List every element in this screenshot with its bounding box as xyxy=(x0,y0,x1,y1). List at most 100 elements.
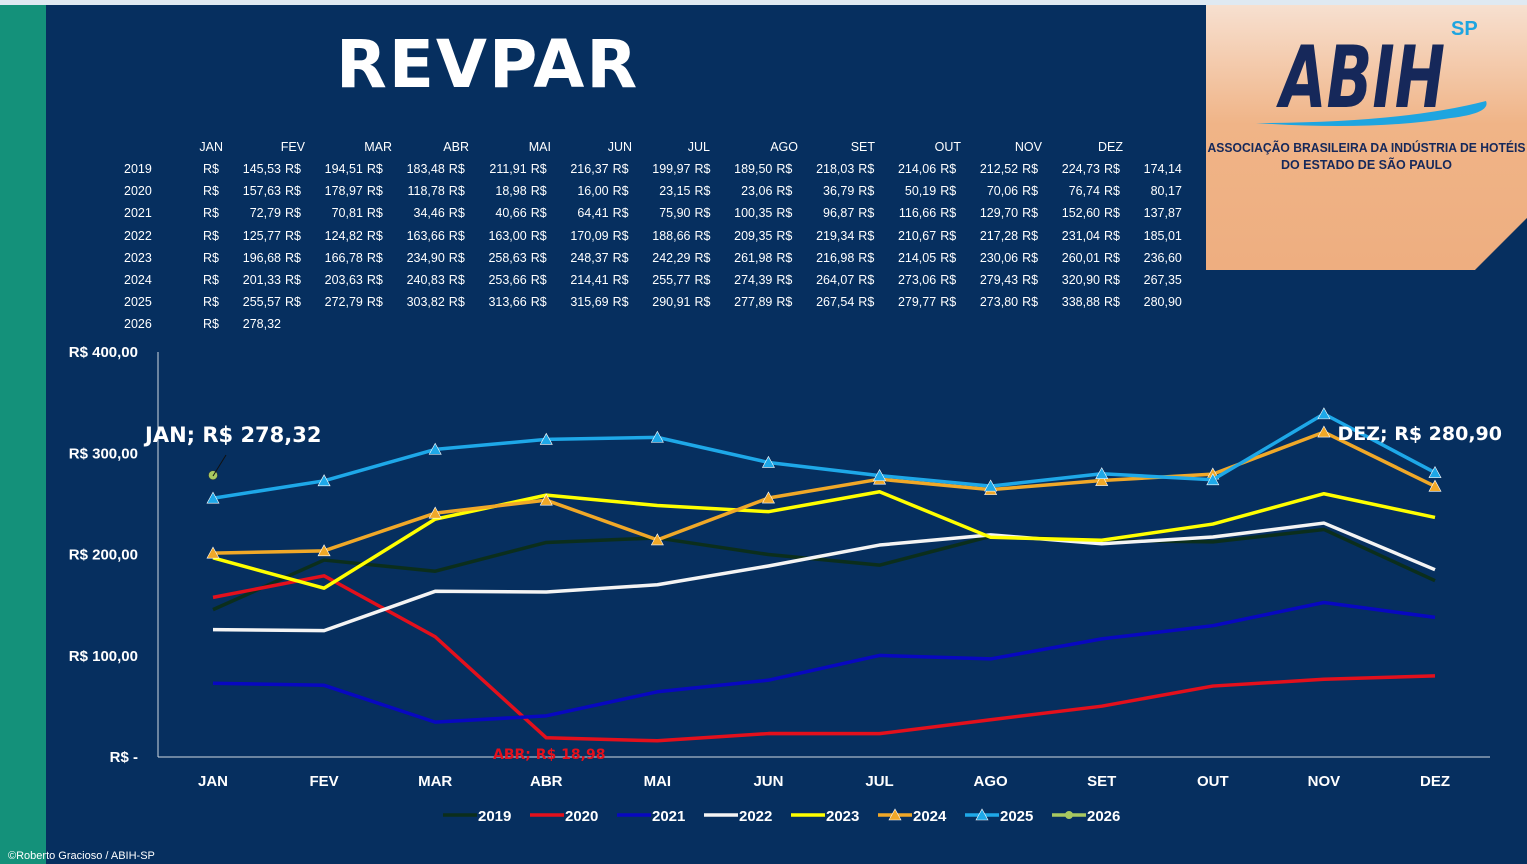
table-cell: 272,79 xyxy=(324,295,363,310)
table-cell: 70,81 xyxy=(331,206,363,221)
table-cell: 315,69 xyxy=(570,295,609,310)
currency-label: R$ xyxy=(858,162,875,176)
table-cell: 261,98 xyxy=(734,250,773,265)
currency-label: R$ xyxy=(776,273,793,287)
table-cell: 118,78 xyxy=(407,184,445,199)
table-cell: 194,51 xyxy=(324,162,363,176)
table-cell: 255,57 xyxy=(242,295,281,310)
currency-label: R$ xyxy=(1022,250,1039,265)
table-cell: 174,14 xyxy=(1143,162,1182,176)
currency-label: R$ xyxy=(940,162,957,176)
currency-label: R$ xyxy=(694,250,711,265)
table-header-cell: MAI xyxy=(528,140,551,154)
legend-label-2026: 2026 xyxy=(1087,808,1120,825)
table-cell: 145,53 xyxy=(242,162,281,176)
currency-label: R$ xyxy=(776,295,793,310)
currency-label: R$ xyxy=(203,162,219,176)
currency-label: R$ xyxy=(1022,273,1039,287)
currency-label: R$ xyxy=(203,317,219,332)
currency-label: R$ xyxy=(940,250,957,265)
table-cell: 338,88 xyxy=(1061,295,1100,310)
data-point-2024 xyxy=(761,491,775,504)
series-line-2021 xyxy=(212,600,1436,724)
data-point-2024 xyxy=(650,533,664,546)
table-cell: 230,06 xyxy=(979,250,1019,265)
table-cell: 279,77 xyxy=(897,295,937,310)
table-cell: 76,74 xyxy=(1068,184,1100,199)
currency-label: R$ xyxy=(448,250,465,265)
table-cell: 36,79 xyxy=(823,184,855,199)
currency-label: R$ xyxy=(203,206,219,221)
y-tick-label: R$ 200,00 xyxy=(69,547,138,564)
data-point-2025 xyxy=(761,455,775,468)
data-point-2025 xyxy=(317,474,331,487)
data-point-2024 xyxy=(428,506,442,519)
currency-label: R$ xyxy=(694,206,711,221)
x-tick-label: JAN xyxy=(198,773,228,790)
y-tick-label: R$ 100,00 xyxy=(69,648,138,665)
table-cell: 242,29 xyxy=(652,250,691,265)
currency-label: R$ xyxy=(530,162,547,176)
legend-label-2023: 2023 xyxy=(826,808,859,825)
table-cell: 214,06 xyxy=(897,162,937,176)
table-cell: 236,60 xyxy=(1143,250,1182,265)
table-cell: 124,82 xyxy=(324,228,363,243)
currency-label: R$ xyxy=(285,162,301,176)
table-header-cell: DEZ xyxy=(1098,140,1123,154)
table-cell: 72,79 xyxy=(249,206,281,221)
table-cell: 170,09 xyxy=(570,228,609,243)
x-tick-label: ABR xyxy=(530,773,563,790)
table-cell: 116,66 xyxy=(898,206,937,221)
currency-label: R$ xyxy=(694,273,711,287)
table-cell: 217,28 xyxy=(979,228,1019,243)
table-cell: 278,32 xyxy=(242,317,281,332)
table-cell: 183,48 xyxy=(406,162,445,176)
table-cell: 64,41 xyxy=(577,206,609,221)
x-tick-label: NOV xyxy=(1308,773,1341,790)
credit-text: ©Roberto Gracioso / ABIH-SP xyxy=(8,850,155,862)
currency-label: R$ xyxy=(858,295,875,310)
table-cell: 253,66 xyxy=(488,273,527,287)
annotation-leader xyxy=(212,454,227,477)
series-line-2023 xyxy=(212,489,1436,590)
table-cell: 210,67 xyxy=(897,228,937,243)
currency-label: R$ xyxy=(203,250,219,265)
table-cell: 137,87 xyxy=(1143,206,1182,221)
currency-label: R$ xyxy=(694,228,711,243)
table-cell: 258,63 xyxy=(488,250,527,265)
row-year: 2024 xyxy=(124,273,152,287)
table-cell: 163,00 xyxy=(488,228,527,243)
legend-label-2022: 2022 xyxy=(739,808,772,825)
table-cell: 96,87 xyxy=(823,206,855,221)
data-point-2025 xyxy=(1317,407,1331,420)
legend-label-2020: 2020 xyxy=(565,808,598,825)
table-header-cell: AGO xyxy=(770,140,798,154)
data-point-2025 xyxy=(539,432,553,445)
table-header-cell: SET xyxy=(850,140,875,154)
logo-line-2: DO ESTADO DE SÃO PAULO xyxy=(1280,158,1453,172)
x-tick-label: OUT xyxy=(1197,773,1229,790)
data-point-2024 xyxy=(206,546,220,559)
x-tick-label: JUL xyxy=(865,773,893,790)
table-cell: 274,39 xyxy=(734,273,773,287)
currency-label: R$ xyxy=(940,206,957,221)
table-cell: 267,54 xyxy=(816,295,855,310)
currency-label: R$ xyxy=(285,273,301,287)
currency-label: R$ xyxy=(366,206,383,221)
currency-label: R$ xyxy=(366,184,383,199)
series-line-2019 xyxy=(212,527,1436,612)
left-accent-bar xyxy=(0,5,46,864)
table-cell: 224,73 xyxy=(1061,162,1100,176)
table-cell: 313,66 xyxy=(488,295,527,310)
page-title: REVPAR xyxy=(336,26,640,103)
currency-label: R$ xyxy=(612,206,629,221)
table-cell: 185,01 xyxy=(1143,228,1182,243)
series-line-2022 xyxy=(212,521,1436,633)
legend-label-2025: 2025 xyxy=(1000,808,1033,825)
abih-sp-logo: ABIH SP ASSOCIAÇÃO BRASILEIRA DA INDÚSTR… xyxy=(1206,5,1527,270)
series-line-2020 xyxy=(212,574,1436,743)
y-tick-label: R$ 300,00 xyxy=(69,445,138,462)
currency-label: R$ xyxy=(448,228,465,243)
legend-marker-2025 xyxy=(975,808,989,821)
row-year: 2025 xyxy=(124,295,152,310)
